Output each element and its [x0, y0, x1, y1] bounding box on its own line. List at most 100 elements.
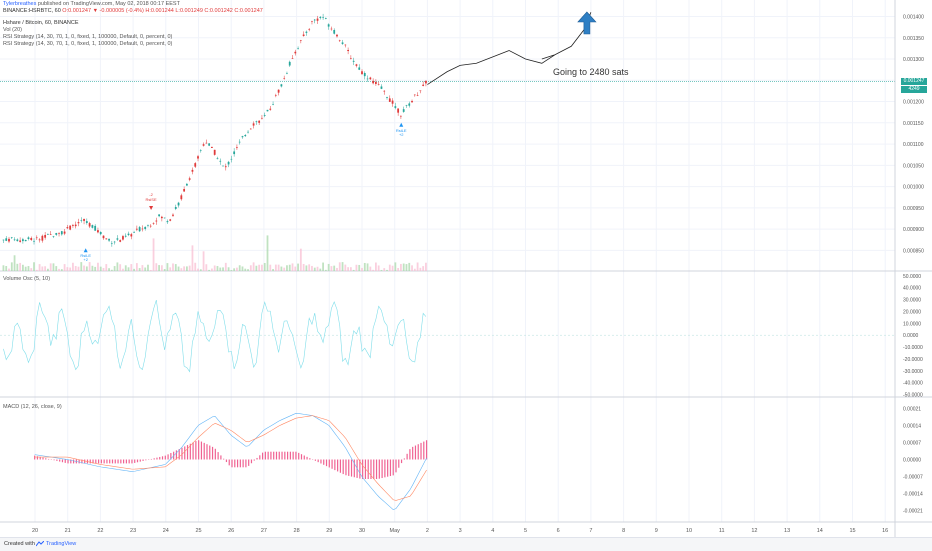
candle-body — [261, 118, 263, 119]
price-tick-label: 0.001150 — [903, 121, 924, 127]
author-link[interactable]: Tylerbreathes — [3, 1, 36, 7]
candle-body — [422, 85, 424, 86]
candle-body — [244, 135, 246, 136]
annotation-text[interactable]: Going to 2480 sats — [553, 67, 629, 77]
candle-body — [361, 71, 363, 74]
chart-canvas[interactable]: 0.0014000.0013500.0013000.0012500.001200… — [0, 0, 932, 537]
candle-body — [114, 242, 116, 243]
volume-osc-label[interactable]: Volume Osc (5, 10) — [3, 276, 50, 282]
candle-body — [83, 219, 85, 221]
macd-histogram-bar — [137, 460, 138, 463]
x-tick-label: 12 — [751, 528, 757, 534]
macd-histogram-bar — [192, 442, 193, 459]
volume-bar — [269, 265, 271, 271]
osc-tick-label: -10.0000 — [903, 345, 923, 351]
candle-body — [178, 203, 180, 206]
study-vol[interactable]: Vol (20) — [3, 27, 22, 34]
candle-body — [339, 40, 341, 41]
candle-body — [158, 214, 160, 216]
publisher-line: Tylerbreathes published on TradingView.c… — [3, 1, 180, 8]
candle-body — [217, 158, 219, 159]
candle-body — [89, 223, 91, 226]
macd-histogram-bar — [343, 460, 344, 475]
x-tick-label: 27 — [261, 528, 267, 534]
macd-histogram-bar — [84, 460, 85, 464]
volume-bar — [297, 264, 299, 271]
created-with-text: Created with — [4, 541, 35, 547]
study-rsi-2[interactable]: RSI Strategy (14, 30, 70, 1, 0, fixed, 1… — [3, 41, 172, 48]
macd-histogram-bar — [223, 459, 224, 460]
macd-histogram-bar — [156, 458, 157, 460]
candle-body — [239, 142, 241, 143]
up-arrow-icon[interactable] — [578, 12, 596, 34]
volume-bar — [41, 266, 43, 271]
strategy-signal[interactable]: RsiLE+2 — [396, 123, 407, 137]
candle-body — [269, 109, 271, 110]
macd-histogram-bar — [65, 460, 66, 463]
volume-bar — [397, 268, 399, 271]
macd-histogram-bar — [315, 460, 316, 461]
candle-body — [394, 106, 396, 108]
chart-title: Hshare / Bitcoin, 60, BINANCE — [3, 20, 79, 27]
volume-bar — [8, 269, 10, 271]
price-tick-label: 0.001200 — [903, 100, 924, 106]
macd-histogram-bar — [382, 460, 383, 479]
volume-bar — [61, 269, 63, 271]
macd-histogram-bar — [329, 460, 330, 468]
volume-bar — [53, 263, 55, 271]
volume-bar — [358, 265, 360, 271]
candle-body — [283, 78, 285, 79]
candle-body — [400, 116, 402, 117]
volume-bar — [317, 267, 319, 271]
volume-bar — [39, 264, 41, 271]
macd-histogram-bar — [268, 452, 269, 460]
volume-bar — [258, 265, 260, 271]
macd-histogram-bar — [34, 456, 35, 460]
macd-label[interactable]: MACD (12, 26, close, 9) — [3, 404, 62, 410]
macd-histogram-bar — [54, 460, 55, 461]
candle-body — [172, 215, 174, 216]
study-rsi-1[interactable]: RSI Strategy (14, 30, 70, 1, 0, fixed, 1… — [3, 34, 172, 41]
volume-bar — [233, 268, 235, 271]
macd-histogram-bar — [167, 454, 168, 459]
macd-tick-label: -0.00021 — [903, 509, 923, 515]
candle-body — [222, 166, 224, 167]
macd-histogram-bar — [323, 460, 324, 465]
volume-bar — [142, 265, 144, 271]
volume-bar — [230, 270, 232, 271]
candle-body — [383, 91, 385, 92]
volume-bar — [250, 265, 252, 271]
candle-body — [86, 221, 88, 223]
osc-tick-label: -50.0000 — [903, 393, 923, 399]
macd-histogram-bar — [237, 460, 238, 468]
volume-bar — [356, 265, 358, 271]
candle-body — [150, 226, 152, 227]
macd-histogram-bar — [426, 440, 427, 459]
macd-histogram-bar — [404, 458, 405, 459]
x-tick-label: 8 — [622, 528, 625, 534]
signal-label: RsiSE — [146, 197, 157, 202]
volume-bar — [83, 266, 85, 271]
volume-bar — [72, 263, 74, 271]
price-tick-label: 0.001400 — [903, 15, 924, 21]
symbol-line: BINANCE:HSRBTC, 60 — [3, 8, 61, 14]
candle-body — [75, 225, 77, 227]
macd-histogram-bar — [362, 460, 363, 480]
candle-body — [197, 156, 199, 158]
volume-bar — [219, 268, 221, 271]
candle-body — [233, 151, 235, 154]
candle-body — [364, 73, 366, 76]
candle-body — [386, 97, 388, 98]
macd-histogram-bar — [231, 460, 232, 468]
candle-body — [297, 48, 299, 49]
macd-histogram-bar — [368, 460, 369, 480]
macd-histogram-bar — [345, 460, 346, 476]
volume-bar — [100, 267, 102, 271]
volume-bar — [325, 270, 327, 271]
volume-bar — [16, 264, 18, 271]
macd-histogram-bar — [67, 460, 68, 464]
tradingview-brand[interactable]: TradingView — [46, 541, 76, 547]
volume-bar — [383, 268, 385, 271]
candle-body — [425, 81, 427, 84]
